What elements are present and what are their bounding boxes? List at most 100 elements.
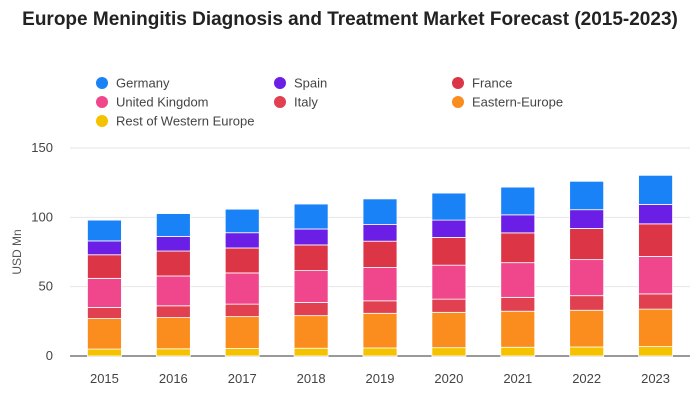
- chart-title: Europe Meningitis Diagnosis and Treatmen…: [22, 9, 678, 30]
- x-tick-label: 2015: [90, 371, 119, 386]
- bar-segment-spain-2020[interactable]: [431, 219, 467, 238]
- legend-label: Italy: [294, 95, 318, 110]
- y-tick-label: 50: [39, 279, 53, 294]
- bar-segment-eastern-europe-2022[interactable]: [569, 309, 605, 348]
- legend-item-france[interactable]: France: [452, 76, 512, 91]
- bar-segment-spain-2018[interactable]: [293, 228, 329, 246]
- bar-segment-germany-2023[interactable]: [638, 174, 673, 205]
- bar-segment-spain-2015[interactable]: [87, 240, 122, 256]
- legend-label: France: [472, 76, 512, 91]
- bar-segment-united-kingdom-2016[interactable]: [155, 275, 191, 307]
- x-tick-label: 2021: [503, 371, 532, 386]
- x-tick-label: 2017: [228, 371, 257, 386]
- bar-segment-rest-of-western-europe-2017[interactable]: [224, 348, 260, 357]
- bar-segment-eastern-europe-2021[interactable]: [500, 310, 536, 348]
- x-tick-label: 2022: [572, 371, 601, 386]
- bar-segment-france-2017[interactable]: [224, 247, 260, 274]
- bar-segment-germany-2021[interactable]: [500, 186, 536, 216]
- bar-segment-italy-2015[interactable]: [87, 307, 122, 319]
- bar-segment-rest-of-western-europe-2021[interactable]: [500, 346, 536, 357]
- legend-label: Spain: [294, 76, 327, 91]
- bar-segment-italy-2022[interactable]: [569, 295, 605, 311]
- bar-segment-eastern-europe-2016[interactable]: [155, 317, 191, 350]
- bar-segment-rest-of-western-europe-2015[interactable]: [87, 348, 122, 357]
- bar-segment-spain-2016[interactable]: [155, 236, 191, 252]
- bar-segment-rest-of-western-europe-2022[interactable]: [569, 346, 605, 357]
- bar-segment-france-2018[interactable]: [293, 244, 329, 271]
- bar-segment-eastern-europe-2019[interactable]: [362, 312, 398, 349]
- bar-segment-rest-of-western-europe-2020[interactable]: [431, 347, 467, 357]
- bar-segment-france-2019[interactable]: [362, 240, 398, 268]
- bar-segment-germany-2022[interactable]: [569, 180, 605, 211]
- y-tick-label: 0: [46, 348, 53, 363]
- legend-swatch: [274, 77, 286, 89]
- bar-segment-spain-2021[interactable]: [500, 214, 536, 234]
- x-tick-label: 2016: [159, 371, 188, 386]
- bar-segment-france-2020[interactable]: [431, 237, 467, 266]
- legend-swatch: [96, 96, 108, 108]
- bar-segment-united-kingdom-2021[interactable]: [500, 262, 536, 298]
- bar-segment-italy-2020[interactable]: [431, 298, 467, 313]
- bar-segment-germany-2020[interactable]: [431, 192, 467, 221]
- legend-item-rest-of-western-europe[interactable]: Rest of Western Europe: [96, 114, 255, 129]
- bar-segment-united-kingdom-2020[interactable]: [431, 264, 467, 300]
- bar-segment-italy-2017[interactable]: [224, 303, 260, 318]
- bar-segment-eastern-europe-2017[interactable]: [224, 316, 260, 349]
- bar-segment-spain-2017[interactable]: [224, 232, 260, 249]
- bar-segment-france-2022[interactable]: [569, 228, 605, 261]
- legend-item-united-kingdom[interactable]: United Kingdom: [96, 95, 209, 110]
- legend-swatch: [96, 115, 108, 127]
- bar-segment-eastern-europe-2015[interactable]: [87, 318, 122, 350]
- y-tick-label: 150: [31, 140, 53, 155]
- y-axis-ticks: 0 50 100 150: [31, 140, 53, 363]
- bar-segment-germany-2017[interactable]: [224, 208, 260, 234]
- bar-segment-france-2016[interactable]: [155, 250, 191, 277]
- bar-segment-spain-2019[interactable]: [362, 224, 398, 242]
- legend-item-spain[interactable]: Spain: [274, 76, 327, 91]
- legend-label: Eastern-Europe: [472, 95, 563, 110]
- bar-segment-italy-2021[interactable]: [500, 296, 536, 312]
- bar-segment-united-kingdom-2017[interactable]: [224, 272, 260, 305]
- legend-item-eastern-europe[interactable]: Eastern-Europe: [452, 95, 563, 110]
- legend-label: United Kingdom: [116, 95, 209, 110]
- bar-segment-rest-of-western-europe-2023[interactable]: [638, 346, 673, 357]
- bar-segment-rest-of-western-europe-2018[interactable]: [293, 347, 329, 357]
- bar-segment-italy-2023[interactable]: [638, 293, 673, 310]
- bar-segment-italy-2016[interactable]: [155, 305, 191, 318]
- x-tick-label: 2018: [297, 371, 326, 386]
- bar-segment-rest-of-western-europe-2016[interactable]: [155, 348, 191, 357]
- legend: Germany Spain France United Kingdom Italy Eas…: [96, 76, 563, 129]
- y-axis-label: USD Mn: [10, 229, 24, 274]
- bar-segment-eastern-europe-2020[interactable]: [431, 311, 467, 349]
- bar-segment-italy-2018[interactable]: [293, 302, 329, 317]
- bar-segment-united-kingdom-2022[interactable]: [569, 259, 605, 297]
- y-tick-label: 100: [31, 209, 53, 224]
- bar-segment-france-2015[interactable]: [87, 254, 122, 279]
- bar-segment-france-2021[interactable]: [500, 232, 536, 264]
- bar-segment-eastern-europe-2023[interactable]: [638, 308, 673, 347]
- legend-label: Germany: [116, 76, 170, 91]
- bar-segment-united-kingdom-2019[interactable]: [362, 267, 398, 302]
- legend-swatch: [274, 96, 286, 108]
- bar-segment-spain-2023[interactable]: [638, 204, 673, 225]
- x-axis-ticks: 2015 2016 2017 2018 2019 2020 2021 2022 2023: [90, 371, 670, 386]
- bar-segment-france-2023[interactable]: [638, 223, 673, 257]
- x-tick-label: 2023: [641, 371, 670, 386]
- bar-segment-germany-2016[interactable]: [155, 213, 191, 237]
- bar-segment-spain-2022[interactable]: [569, 209, 605, 229]
- bar-segment-united-kingdom-2015[interactable]: [87, 277, 122, 308]
- bar-segment-eastern-europe-2018[interactable]: [293, 315, 329, 349]
- bar-segment-germany-2019[interactable]: [362, 198, 398, 225]
- legend-swatch: [452, 77, 464, 89]
- legend-item-germany[interactable]: Germany: [96, 76, 170, 91]
- legend-label: Rest of Western Europe: [116, 114, 255, 129]
- bar-segment-germany-2018[interactable]: [293, 203, 329, 230]
- bar-segment-united-kingdom-2023[interactable]: [638, 256, 673, 295]
- bar-segment-rest-of-western-europe-2019[interactable]: [362, 347, 398, 357]
- bar-segment-germany-2015[interactable]: [87, 219, 122, 242]
- legend-swatch: [452, 96, 464, 108]
- bar-segment-italy-2019[interactable]: [362, 300, 398, 314]
- bar-segment-united-kingdom-2018[interactable]: [293, 270, 329, 303]
- legend-item-italy[interactable]: Italy: [274, 95, 318, 110]
